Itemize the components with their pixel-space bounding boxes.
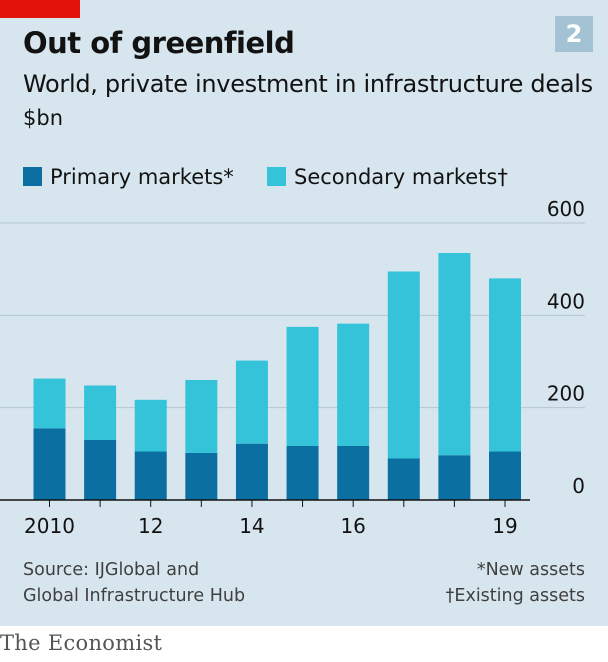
bar-secondary-2011	[84, 385, 117, 440]
bar-secondary-2010	[33, 378, 66, 429]
source-note: Source: IJGlobal and Global Infrastructu…	[23, 557, 245, 609]
bar-primary-2010	[33, 428, 66, 500]
bar-primary-2017	[387, 458, 420, 500]
footnote-existing-assets: †Existing assets	[445, 586, 585, 606]
bar-secondary-2017	[387, 271, 420, 459]
y-tick-label-600: 600	[547, 197, 585, 221]
bar-chart: 0 200 400 600 2010 12 14 16 19	[0, 197, 585, 538]
chart-title: Out of greenfield	[23, 26, 295, 60]
source-line-1: Source: IJGlobal and	[23, 560, 200, 580]
chart-unit: $bn	[23, 106, 64, 130]
footnotes: *New assets †Existing assets	[446, 557, 585, 609]
x-tick-label-2012: 12	[138, 514, 163, 538]
legend-swatch-secondary	[267, 167, 286, 186]
y-tick-label-200: 200	[547, 382, 585, 406]
bar-primary-2012	[134, 451, 167, 500]
x-tick-label-2014: 14	[239, 514, 264, 538]
bar-primary-2016	[337, 445, 370, 500]
legend-item-secondary: Secondary markets†	[267, 160, 508, 194]
bar-secondary-2018	[438, 253, 471, 456]
x-tick-label-2010: 2010	[24, 514, 75, 538]
legend-label-primary: Primary markets*	[50, 165, 234, 189]
brand-red-tag	[0, 0, 80, 18]
chart-subtitle: World, private investment in infrastruct…	[23, 70, 593, 98]
legend-swatch-primary	[23, 167, 42, 186]
y-tick-label-400: 400	[547, 289, 585, 313]
bar-secondary-2013	[185, 379, 218, 453]
legend-label-secondary: Secondary markets†	[294, 165, 508, 189]
chart-number-badge: 2	[555, 16, 593, 52]
bar-primary-2019	[489, 451, 521, 500]
bar-secondary-2016	[337, 323, 370, 446]
bar-secondary-2012	[134, 399, 167, 452]
x-tick-label-2016: 16	[340, 514, 365, 538]
bar-primary-2013	[185, 452, 218, 500]
bar-secondary-2014	[235, 360, 268, 444]
bar-secondary-2019	[489, 278, 521, 452]
x-tick-label-2019: 19	[492, 514, 517, 538]
bar-primary-2018	[438, 455, 471, 500]
bar-secondary-2015	[286, 326, 319, 446]
footnote-new-assets: *New assets	[476, 560, 585, 580]
bar-primary-2014	[235, 443, 268, 500]
y-tick-label-0: 0	[572, 474, 585, 498]
legend-item-primary: Primary markets*	[23, 160, 234, 194]
source-line-2: Global Infrastructure Hub	[23, 586, 246, 606]
bar-primary-2015	[286, 445, 319, 500]
brand-logo-text: The Economist	[0, 631, 163, 655]
bar-primary-2011	[84, 439, 117, 500]
